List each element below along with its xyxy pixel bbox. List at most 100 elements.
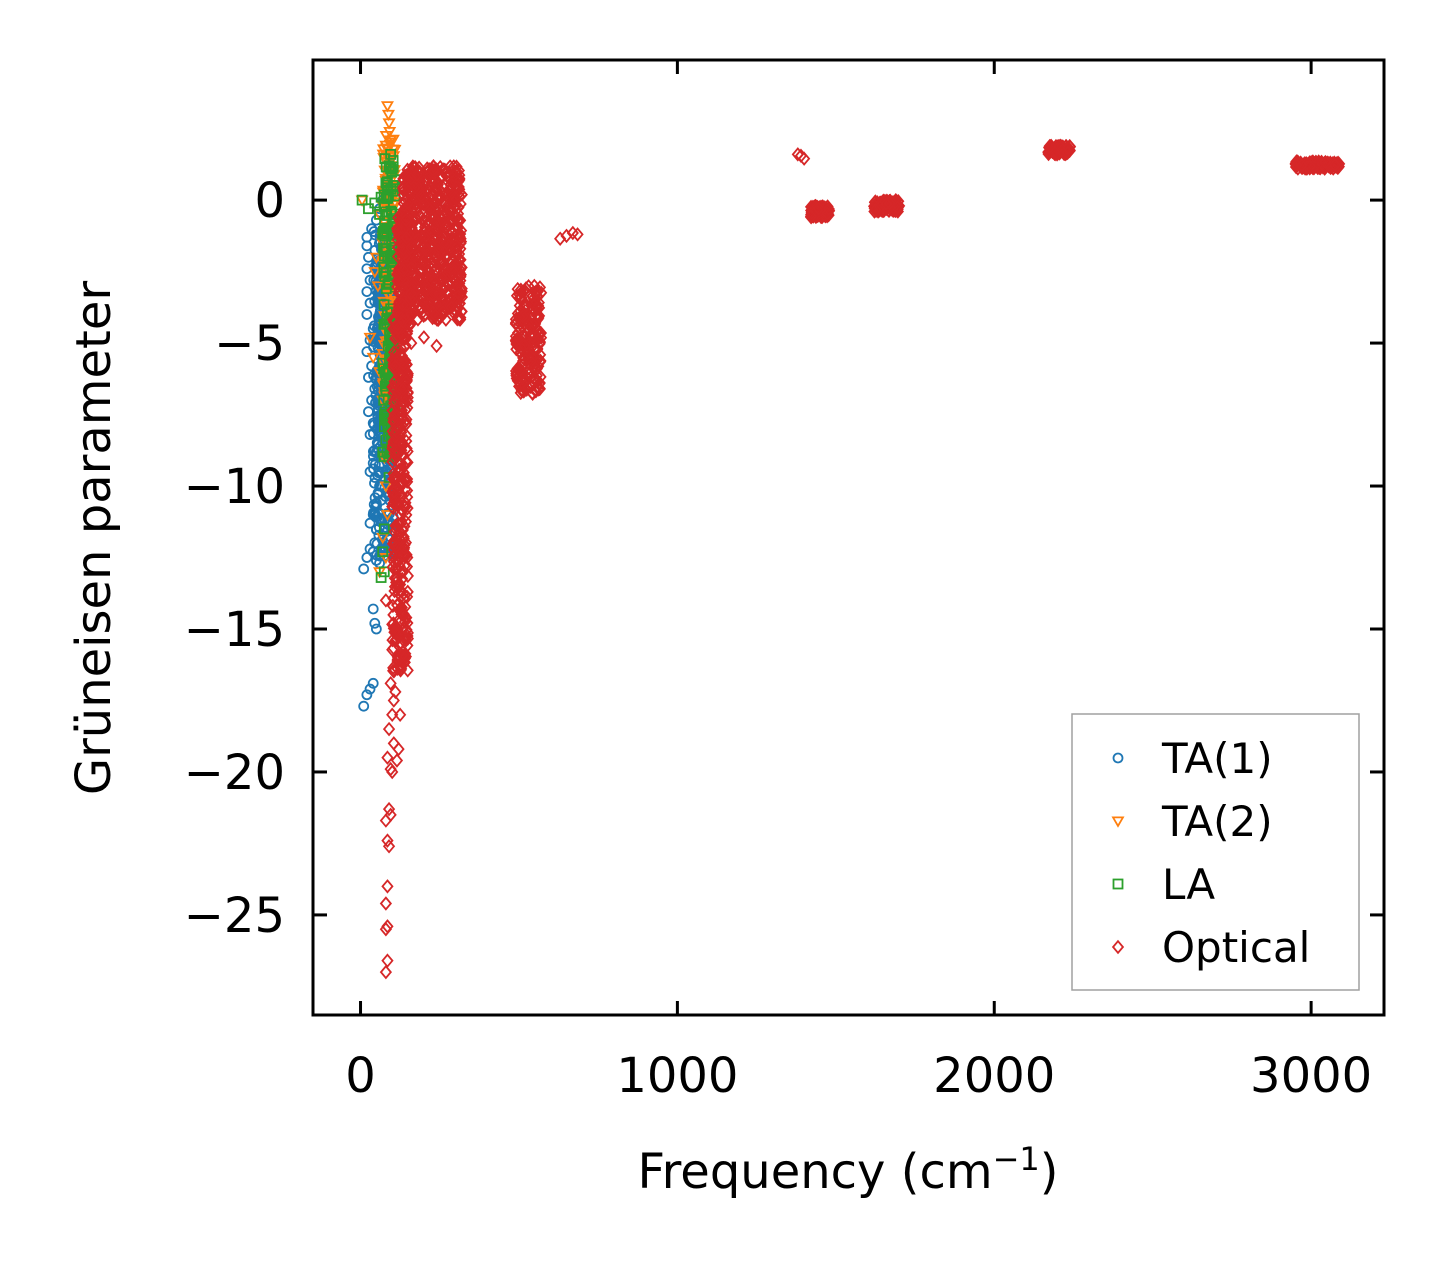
data-point <box>389 331 402 346</box>
data-point <box>437 229 450 244</box>
data-point <box>381 879 394 894</box>
data-point <box>394 635 408 651</box>
data-point <box>426 162 440 178</box>
data-point <box>454 213 467 228</box>
data-point <box>387 484 401 500</box>
data-point <box>397 547 410 563</box>
data-point <box>378 523 390 535</box>
data-point <box>450 191 463 207</box>
data-point <box>390 578 404 594</box>
data-point <box>364 334 376 346</box>
data-point <box>394 381 407 396</box>
data-point <box>382 118 396 130</box>
data-point <box>387 495 400 511</box>
data-point <box>380 177 392 189</box>
y-tick-label: −25 <box>184 888 285 944</box>
data-point <box>381 953 394 968</box>
data-point <box>389 320 403 336</box>
data-point <box>399 390 412 405</box>
data-point <box>389 684 402 700</box>
data-point <box>822 201 835 217</box>
data-point <box>381 210 393 221</box>
data-point <box>517 384 530 399</box>
data-point <box>450 245 463 260</box>
data-point <box>1328 157 1342 173</box>
data-point <box>413 271 426 286</box>
data-point <box>388 432 401 448</box>
data-point <box>361 346 373 358</box>
data-point <box>386 403 399 418</box>
data-point <box>380 101 394 113</box>
data-point <box>519 281 533 296</box>
data-point <box>393 367 406 383</box>
data-point <box>367 457 379 469</box>
data-point <box>432 246 445 262</box>
data-point <box>361 286 373 298</box>
data-point <box>399 212 413 228</box>
data-point <box>400 416 413 432</box>
data-point <box>524 354 537 369</box>
data-point <box>394 348 408 363</box>
data-point <box>367 509 379 521</box>
data-point <box>530 301 544 316</box>
data-point <box>391 561 404 577</box>
data-point <box>377 546 389 558</box>
data-point <box>392 381 406 396</box>
data-point <box>405 335 418 351</box>
data-point <box>375 494 387 506</box>
data-point <box>382 801 396 817</box>
data-point <box>534 330 548 345</box>
y-tick-label: −10 <box>184 459 285 515</box>
data-point <box>396 314 410 329</box>
data-point <box>401 500 414 516</box>
data-point <box>533 280 547 295</box>
data-point <box>386 707 399 723</box>
data-point <box>441 283 454 298</box>
data-point <box>447 159 460 174</box>
data-point <box>392 741 405 757</box>
legend-label: LA <box>1162 860 1215 909</box>
data-point <box>404 260 418 276</box>
data-point <box>513 291 526 306</box>
data-point <box>519 298 532 314</box>
data-point <box>571 227 584 242</box>
legend-item: Optical <box>1111 923 1310 972</box>
data-point <box>361 689 373 701</box>
data-point <box>397 606 410 622</box>
data-point <box>415 188 428 204</box>
data-point <box>522 380 535 395</box>
data-point <box>401 400 414 416</box>
data-point <box>527 341 541 357</box>
data-point <box>400 276 413 291</box>
data-point <box>381 750 394 765</box>
data-point <box>358 700 370 712</box>
data-point <box>414 228 427 244</box>
data-point <box>519 284 533 300</box>
data-point <box>384 676 397 691</box>
data-point <box>393 524 407 540</box>
data-point <box>369 252 383 265</box>
data-point <box>892 193 905 209</box>
data-point <box>389 413 402 429</box>
data-point <box>386 764 399 780</box>
data-point <box>400 507 413 523</box>
x-tick-label: 1000 <box>616 1048 738 1104</box>
data-point <box>366 360 378 372</box>
data-point <box>409 159 422 175</box>
data-point <box>429 308 442 323</box>
data-point <box>418 253 431 268</box>
data-point <box>396 418 409 433</box>
data-point <box>379 896 393 911</box>
series-optical <box>379 138 1346 980</box>
axes-frame <box>311 58 1386 1017</box>
legend-item: TA(1) <box>1112 734 1273 783</box>
data-point <box>383 126 397 139</box>
data-point <box>1333 156 1346 172</box>
data-point <box>394 340 408 356</box>
data-point <box>419 215 432 230</box>
x-tick-label: 3000 <box>1250 1048 1372 1104</box>
data-point <box>361 240 373 252</box>
data-point <box>447 265 460 280</box>
data-point <box>387 640 400 656</box>
data-point <box>401 625 414 641</box>
